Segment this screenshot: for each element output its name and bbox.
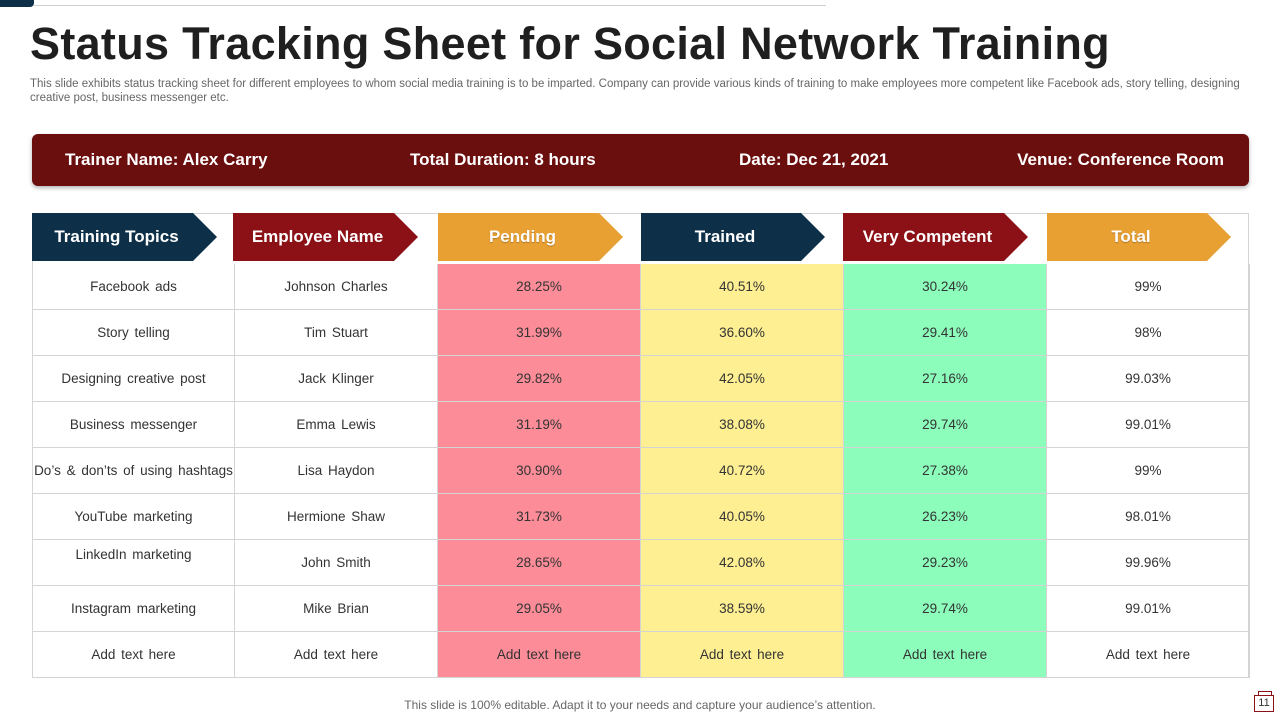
page-subtitle: This slide exhibits status tracking shee… (30, 78, 1240, 104)
cell-pending: 29.82% (438, 356, 641, 402)
cell-training-topic: Story telling (32, 310, 235, 356)
trainer-name: Trainer Name: Alex Carry (65, 150, 268, 169)
cell-employee-name: Johnson Charles (235, 264, 438, 310)
cell-pending: 28.25% (438, 264, 641, 310)
header-very-competent: Very Competent (843, 213, 1028, 261)
cell-employee-name: Tim Stuart (235, 310, 438, 356)
page-number: 11 (1254, 691, 1274, 712)
table-header-row: Training Topics Employee Name Pending Tr… (32, 213, 1250, 263)
cell-trained: Add text here (641, 632, 844, 678)
header-pending: Pending (438, 213, 623, 261)
cell-employee-name: Add text here (235, 632, 438, 678)
cell-total: 98% (1047, 310, 1250, 356)
cell-employee-name: Mike Brian (235, 586, 438, 632)
header-total: Total (1047, 213, 1231, 261)
cell-training-topic: Facebook ads (32, 264, 235, 310)
cell-total: 98.01% (1047, 494, 1250, 540)
cell-very-competent: 27.16% (844, 356, 1047, 402)
table-row: Facebook ads Johnson Charles 28.25% 40.5… (32, 264, 1250, 310)
cell-very-competent: 29.74% (844, 402, 1047, 448)
cell-very-competent: 27.38% (844, 448, 1047, 494)
cell-training-topic: YouTube marketing (32, 494, 235, 540)
table-row: Business messenger Emma Lewis 31.19% 38.… (32, 402, 1250, 448)
cell-trained: 42.05% (641, 356, 844, 402)
cell-total: 99.96% (1047, 540, 1250, 586)
header-training-topics: Training Topics (32, 213, 217, 261)
cell-pending: 31.99% (438, 310, 641, 356)
cell-total: 99% (1047, 448, 1250, 494)
cell-training-topic: LinkedIn marketing (32, 540, 235, 586)
cell-trained: 38.59% (641, 586, 844, 632)
cell-pending: 29.05% (438, 586, 641, 632)
cell-total: 99.01% (1047, 402, 1250, 448)
cell-trained: 40.05% (641, 494, 844, 540)
training-venue: Venue: Conference Room (1017, 150, 1224, 169)
cell-very-competent: 29.23% (844, 540, 1047, 586)
table-row: Add text here Add text here Add text her… (32, 632, 1250, 678)
cell-training-topic: Designing creative post (32, 356, 235, 402)
cell-training-topic: Add text here (32, 632, 235, 678)
header-trained: Trained (641, 213, 825, 261)
cell-training-topic: Do’s & don’ts of using hashtags (32, 448, 235, 494)
cell-pending: 31.19% (438, 402, 641, 448)
cell-very-competent: 29.41% (844, 310, 1047, 356)
table-row: LinkedIn marketing John Smith 28.65% 42.… (32, 540, 1250, 586)
table-row: Do’s & don’ts of using hashtags Lisa Hay… (32, 448, 1250, 494)
cell-trained: 36.60% (641, 310, 844, 356)
table-row: Designing creative post Jack Klinger 29.… (32, 356, 1250, 402)
header-employee-name: Employee Name (233, 213, 418, 261)
status-table-body: Facebook ads Johnson Charles 28.25% 40.5… (32, 264, 1250, 678)
cell-training-topic: Business messenger (32, 402, 235, 448)
total-duration: Total Duration: 8 hours (410, 150, 596, 169)
cell-employee-name: Lisa Haydon (235, 448, 438, 494)
cell-employee-name: Hermione Shaw (235, 494, 438, 540)
cell-very-competent: 30.24% (844, 264, 1047, 310)
cell-employee-name: Emma Lewis (235, 402, 438, 448)
page-title: Status Tracking Sheet for Social Network… (30, 18, 1110, 69)
cell-pending: 30.90% (438, 448, 641, 494)
cell-total: 99% (1047, 264, 1250, 310)
top-accent-bar (0, 0, 34, 7)
cell-total: 99.03% (1047, 356, 1250, 402)
cell-trained: 38.08% (641, 402, 844, 448)
cell-employee-name: Jack Klinger (235, 356, 438, 402)
top-divider-line (34, 5, 826, 6)
cell-training-topic: Instagram marketing (32, 586, 235, 632)
cell-very-competent: Add text here (844, 632, 1047, 678)
cell-pending: Add text here (438, 632, 641, 678)
table-row: YouTube marketing Hermione Shaw 31.73% 4… (32, 494, 1250, 540)
cell-employee-name: John Smith (235, 540, 438, 586)
training-date: Date: Dec 21, 2021 (739, 150, 889, 169)
footer-note: This slide is 100% editable. Adapt it to… (404, 698, 876, 712)
cell-total: Add text here (1047, 632, 1250, 678)
training-info-bar: Trainer Name: Alex Carry Total Duration:… (32, 134, 1249, 186)
cell-trained: 42.08% (641, 540, 844, 586)
cell-pending: 28.65% (438, 540, 641, 586)
cell-very-competent: 29.74% (844, 586, 1047, 632)
table-row: Instagram marketing Mike Brian 29.05% 38… (32, 586, 1250, 632)
cell-trained: 40.72% (641, 448, 844, 494)
cell-pending: 31.73% (438, 494, 641, 540)
table-row: Story telling Tim Stuart 31.99% 36.60% 2… (32, 310, 1250, 356)
cell-total: 99.01% (1047, 586, 1250, 632)
cell-very-competent: 26.23% (844, 494, 1047, 540)
cell-trained: 40.51% (641, 264, 844, 310)
